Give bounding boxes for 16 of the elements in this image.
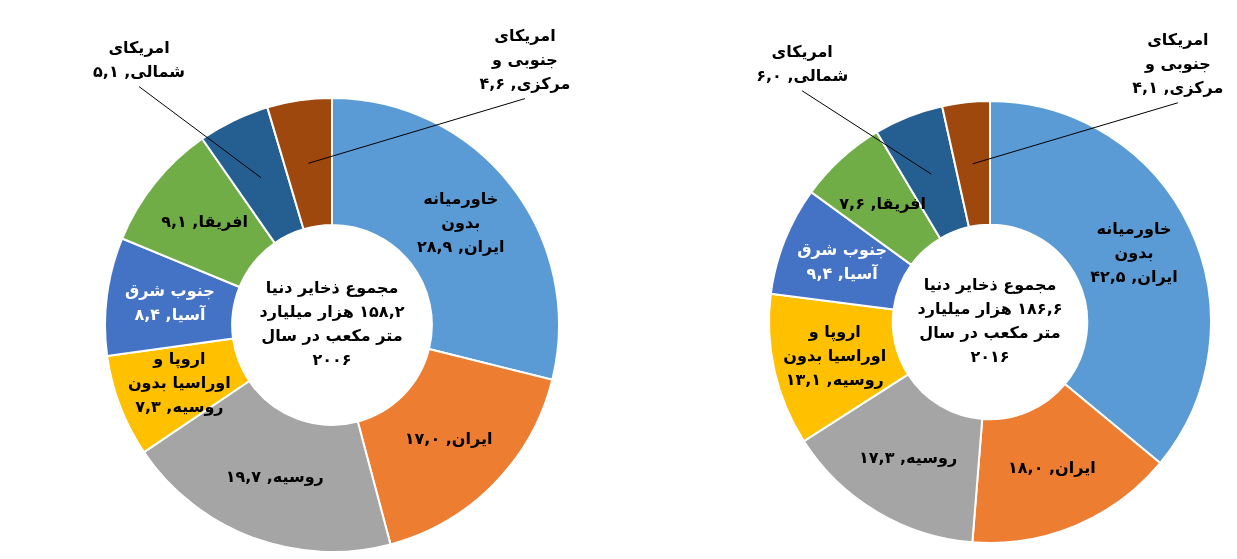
slice-label: جنوب شرق آسیا, ۸,۴	[125, 281, 215, 325]
slice-label: امریکای شمالی, ۶,۰	[756, 41, 849, 85]
text: مجموع ذخایر دنیا ۱۵۸,۲ هزار میلیارد متر مکعب در سال ۲۰۰۶	[259, 278, 405, 370]
slice-label: امریکای جنوبی و مرکزی, ۴,۱	[1132, 29, 1224, 97]
slice-label: ایران, ۱۸,۰	[1008, 457, 1096, 477]
slice-label: امریکای شمالی, ۵,۱	[93, 37, 186, 81]
slice-label: خاورمیانه بدون ایران, ۲۸,۹	[416, 189, 505, 257]
text: مجموع ذخایر دنیا ۱۸۶,۶ هزار میلیارد متر مکعب در سال ۲۰۱۶	[917, 275, 1063, 367]
slice-label: امریکای جنوبی و مرکزی, ۴,۶	[479, 25, 571, 93]
slice-label: جنوب شرق آسیا, ۹,۴	[797, 240, 887, 284]
slice-label: افریقا, ۹,۱	[161, 211, 248, 231]
slice-label: روسیه, ۱۷,۳	[859, 447, 958, 467]
slice-label: اروپا و اوراسیا بدون روسیه, ۱۳,۱	[783, 322, 887, 390]
slice-label: خاورمیانه بدون ایران, ۴۲,۵	[1090, 219, 1178, 287]
slice-label: روسیه, ۱۹,۷	[225, 467, 324, 487]
slice-label: ایران, ۱۷,۰	[404, 428, 493, 448]
